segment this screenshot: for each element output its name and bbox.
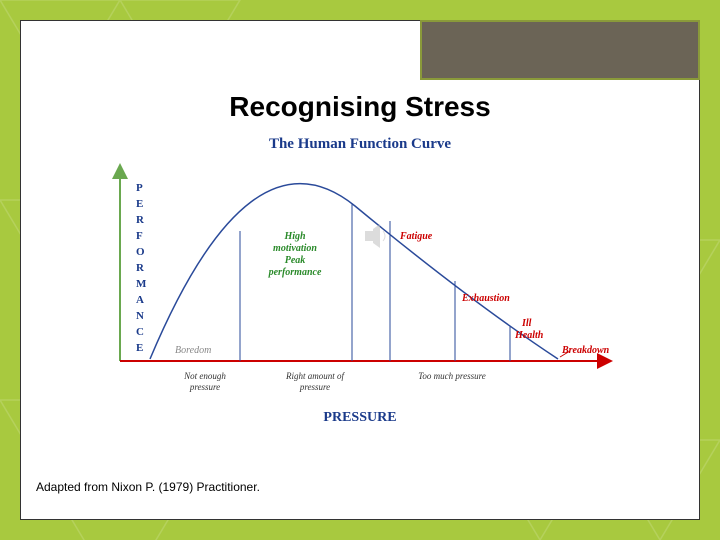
slide-frame: Recognising Stress The Human Function Cu… — [20, 20, 700, 520]
svg-text:O: O — [136, 246, 145, 258]
svg-text:F: F — [136, 230, 143, 242]
label-breakdown: Breakdown — [561, 345, 610, 356]
xtick-2b: pressure — [299, 382, 330, 392]
svg-text:P: P — [136, 182, 143, 194]
svg-text:E: E — [136, 198, 143, 210]
svg-text:C: C — [136, 326, 144, 338]
chart-title: The Human Function Curve — [81, 136, 639, 153]
header-decorative-box — [420, 20, 700, 80]
performance-curve — [150, 184, 558, 359]
x-axis-label: PRESSURE — [323, 410, 396, 425]
svg-text:R: R — [136, 262, 145, 274]
label-high-motivation-1: High — [283, 231, 306, 242]
svg-text:N: N — [136, 310, 144, 322]
svg-text:R: R — [136, 214, 145, 226]
xtick-1b: pressure — [189, 382, 220, 392]
human-function-curve-chart: P E R F O R M A N C E Boredom High — [90, 161, 630, 441]
svg-text:A: A — [136, 294, 144, 306]
svg-text:M: M — [136, 278, 147, 290]
y-axis-label: P E R F O R M A N C E — [136, 182, 147, 354]
label-ill-2: Health — [514, 330, 544, 341]
label-high-motivation-3: Peak — [285, 255, 306, 266]
label-exhaustion: Exhaustion — [461, 293, 510, 304]
label-high-motivation-2: motivation — [273, 243, 317, 254]
citation-text: Adapted from Nixon P. (1979) Practitione… — [36, 480, 260, 494]
chart-container: The Human Function Curve P E R F O — [81, 136, 639, 449]
label-ill-1: Ill — [521, 318, 532, 329]
xtick-1a: Not enough — [183, 371, 226, 381]
slide-title: Recognising Stress — [21, 91, 699, 123]
svg-text:E: E — [136, 342, 143, 354]
label-boredom: Boredom — [175, 345, 211, 356]
xtick-3a: Too much pressure — [418, 371, 486, 381]
xtick-2a: Right amount of — [285, 371, 345, 381]
label-fatigue: Fatigue — [399, 231, 433, 242]
label-high-motivation-4: performance — [268, 267, 322, 278]
